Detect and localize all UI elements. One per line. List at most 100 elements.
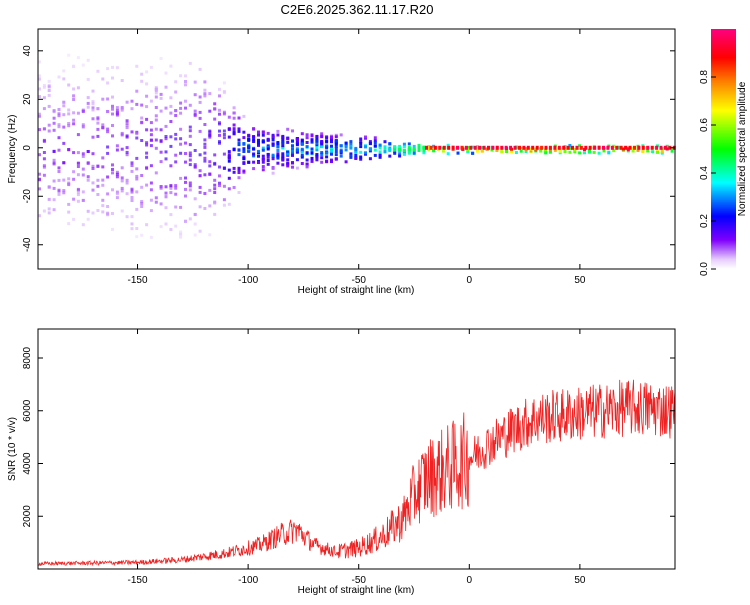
heatmap-cell [96, 178, 100, 182]
heatmap-cell [67, 124, 71, 128]
heatmap-cell [111, 163, 114, 167]
heatmap-cell [213, 187, 217, 191]
heatmap-cell [222, 110, 226, 114]
heatmap-cell [57, 112, 61, 116]
heatmap-cell [305, 145, 309, 149]
heatmap-cell [291, 153, 294, 157]
heatmap-cell [438, 145, 442, 150]
heatmap-cell [368, 147, 372, 151]
heatmap-cell [325, 151, 329, 155]
heatmap-cell [154, 118, 158, 122]
heatmap-cell [571, 145, 574, 150]
heatmap-cell [72, 98, 76, 101]
heatmap-cell [57, 170, 61, 173]
heatmap-cell [334, 135, 338, 139]
heatmap-cell [650, 145, 654, 150]
spectrogram-frame [37, 28, 676, 270]
heatmap-cell [203, 92, 207, 96]
heatmap-cell [320, 132, 324, 136]
heatmap-cell [174, 160, 178, 164]
heatmap-cell [218, 141, 221, 145]
heatmap-cell [349, 144, 353, 148]
heatmap-cell [42, 209, 46, 213]
heatmap-cell [412, 151, 416, 155]
heatmap-cell [38, 95, 41, 99]
heatmap-cell [47, 207, 51, 211]
heatmap-cell [101, 204, 105, 208]
heatmap-cell [281, 136, 285, 140]
heatmap-cell [145, 183, 149, 187]
heatmap-cell [72, 122, 76, 126]
heatmap-cell [135, 167, 139, 171]
heatmap-cell [96, 134, 100, 138]
heatmap-cell [257, 140, 260, 144]
heatmap-cell [145, 105, 149, 109]
colorbar-tick-label: 0.0 [699, 262, 710, 276]
heatmap-cell [184, 80, 187, 83]
heatmap-cell [184, 176, 187, 180]
heatmap-cell [276, 133, 280, 137]
heatmap-cell [281, 152, 285, 156]
heatmap-cell [505, 150, 509, 153]
heatmap-cell [47, 197, 51, 201]
heatmap-cell [38, 172, 41, 176]
heatmap-cell [271, 157, 275, 161]
snr-panel: -150 -100 -50 0 50 2000 4000 6000 8000 Height of… [7, 328, 676, 596]
spectrogram-y-tick-label: -20 [22, 189, 33, 204]
heatmap-cell [218, 108, 221, 112]
heatmap-cell [266, 152, 270, 156]
heatmap-cell [140, 116, 144, 120]
heatmap-cell [184, 187, 187, 191]
heatmap-cell [612, 149, 616, 153]
heatmap-cell [174, 114, 178, 117]
snr-y-tick-label: 6000 [22, 399, 33, 422]
heatmap-cell [125, 192, 129, 196]
heatmap-cell [446, 143, 450, 147]
heatmap-cell [91, 152, 95, 156]
heatmap-cell [557, 145, 561, 150]
heatmap-cell [325, 144, 329, 148]
heatmap-cell [154, 95, 158, 99]
heatmap-cell [38, 60, 41, 64]
heatmap-cell [257, 130, 260, 134]
heatmap-cell [149, 128, 153, 132]
heatmap-cell [81, 123, 85, 127]
heatmap-cell [300, 141, 304, 145]
heatmap-cell [193, 165, 197, 169]
heatmap-cell [145, 166, 149, 170]
heatmap-cell [433, 145, 437, 150]
heatmap-cell [412, 144, 416, 148]
heatmap-cell [184, 160, 187, 164]
heatmap-cell [86, 175, 90, 179]
heatmap-cell [145, 223, 149, 227]
heatmap-cell [91, 106, 95, 110]
heatmap-cell [334, 144, 338, 148]
heatmap-cell [169, 144, 173, 148]
heatmap-cell [106, 151, 110, 155]
heatmap-cell [38, 77, 41, 81]
heatmap-cell [646, 145, 650, 150]
heatmap-cell [154, 91, 158, 95]
heatmap-cell [276, 161, 280, 165]
heatmap-cell [310, 134, 314, 138]
heatmap-cell [149, 138, 153, 142]
heatmap-cell [637, 145, 641, 150]
heatmap-cell [96, 165, 100, 168]
heatmap-cell [610, 145, 614, 150]
heatmap-cell [81, 173, 85, 177]
heatmap-cell [237, 168, 241, 172]
heatmap-cell [91, 108, 95, 112]
heatmap-cell [76, 190, 80, 194]
heatmap-cell [76, 86, 80, 90]
heatmap-cell [473, 145, 477, 150]
heatmap-cell [276, 145, 280, 149]
heatmap-cell [154, 127, 158, 131]
heatmap-cell [72, 177, 76, 181]
heatmap-cell [135, 174, 139, 178]
heatmap-cell [364, 145, 367, 149]
heatmap-cell [247, 160, 251, 164]
heatmap-cell [222, 129, 226, 133]
heatmap-cell [193, 163, 197, 167]
heatmap-cell [91, 100, 95, 104]
